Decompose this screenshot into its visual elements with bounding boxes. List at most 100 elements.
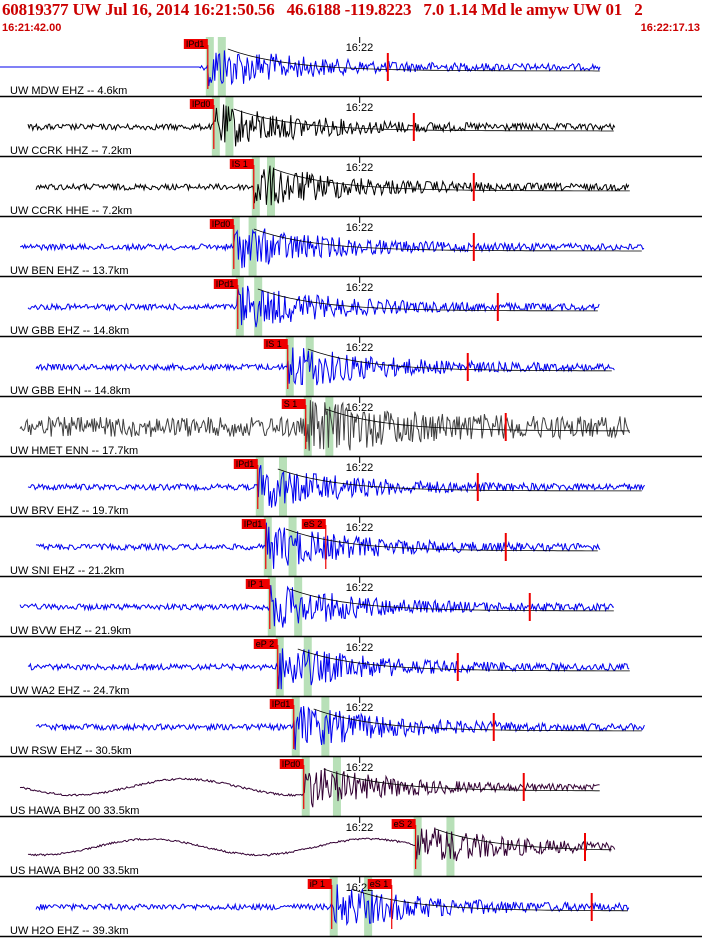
time-tick-label: 16:22 <box>346 42 374 54</box>
station-label: UW GBB EHZ -- 14.8km <box>10 325 129 337</box>
waveform-trace[interactable] <box>35 165 630 206</box>
pick-label: eP 2 <box>256 639 274 649</box>
extra-pick-label: eS 1 <box>370 879 389 889</box>
time-tick-label: 16:22 <box>346 702 374 714</box>
p-band <box>235 277 244 337</box>
time-tick-label: 16:22 <box>346 162 374 174</box>
pick-label: eS 2 <box>394 819 413 829</box>
s-band <box>364 877 373 937</box>
pick-label: IPd0 <box>212 219 231 229</box>
pick-flag[interactable] <box>209 219 234 229</box>
coda-curve <box>307 348 612 372</box>
pick-label: IPd1 <box>216 279 235 289</box>
waveform-trace[interactable] <box>27 827 616 862</box>
station-label: UW BRV EHZ -- 19.7km <box>10 505 128 517</box>
pick-label: IS 1 <box>232 159 248 169</box>
coda-curve <box>233 108 614 132</box>
coda-curve <box>227 48 600 72</box>
coda-curve <box>285 528 598 552</box>
s-band <box>288 517 297 577</box>
pick-flag[interactable] <box>229 159 254 169</box>
coda-curve <box>325 408 630 432</box>
s-band <box>294 577 303 637</box>
waveform-trace[interactable] <box>19 228 645 269</box>
seismogram-panel[interactable]: 16:22 IPd1 UW MDW EHZ -- 4.6km 16:22 IPd0 UW … <box>0 37 702 938</box>
event-title: 60819377 UW Jul 16, 2014 16:21:50.56 46.… <box>2 0 643 19</box>
s-band <box>321 697 330 757</box>
start-time-label: 16:21:42.00 <box>2 22 62 34</box>
waveform-trace[interactable] <box>35 347 615 386</box>
waveform-trace[interactable] <box>35 522 601 569</box>
p-band <box>329 877 338 937</box>
waveform-trace[interactable] <box>27 285 600 328</box>
station-label: US HAWA BH2 00 33.5km <box>10 865 139 877</box>
p-band <box>211 97 220 157</box>
pick-flag[interactable] <box>307 879 332 889</box>
coda-curve <box>273 168 630 192</box>
pick-flag[interactable] <box>241 519 266 529</box>
pick-flag[interactable] <box>233 459 258 469</box>
waveform-trace[interactable] <box>19 400 631 451</box>
coda-curve <box>289 588 614 612</box>
s-band <box>225 97 234 157</box>
pick-flag[interactable] <box>269 699 294 709</box>
waveform-trace[interactable] <box>27 648 630 690</box>
end-time-label: 16:22:17.13 <box>640 22 700 34</box>
coda-curve <box>435 828 612 851</box>
extra-pick-flag[interactable] <box>367 879 392 889</box>
pick-label: IS 1 <box>266 339 282 349</box>
waveform-trace[interactable] <box>27 104 616 147</box>
pick-flag[interactable] <box>263 339 288 349</box>
pick-flag[interactable] <box>281 399 306 409</box>
s-band <box>278 457 287 517</box>
station-label: UW H2O EHZ -- 39.3km <box>10 925 129 937</box>
waveform-trace[interactable] <box>19 767 600 808</box>
station-label: UW MDW EHZ -- 4.6km <box>10 85 127 97</box>
time-tick-label: 16:22 <box>346 822 374 834</box>
time-tick-label: 16:22 <box>346 222 374 234</box>
coda-curve <box>323 768 600 792</box>
station-label: UW BEN EHZ -- 13.7km <box>10 265 129 277</box>
waveform-trace[interactable] <box>35 884 630 927</box>
pick-flag[interactable] <box>279 759 304 769</box>
time-tick-label: 16:22 <box>346 522 374 534</box>
waveform-trace[interactable] <box>0 50 601 87</box>
waveform-trace[interactable] <box>19 585 614 628</box>
coda-curve <box>313 708 642 732</box>
station-label: UW CCRK HHZ -- 7.2km <box>10 145 132 157</box>
station-label: UW HMET ENN -- 17.7km <box>10 445 138 457</box>
extra-pick-label: eS 2 <box>304 519 323 529</box>
pick-label: IPd1 <box>244 519 263 529</box>
station-label: UW WA2 EHZ -- 24.7km <box>10 685 129 697</box>
pick-label: IPd1 <box>272 699 291 709</box>
pick-flag[interactable] <box>183 39 208 49</box>
time-tick-label: 16:22 <box>346 882 374 894</box>
pick-flag[interactable] <box>213 279 238 289</box>
s-band <box>303 637 312 697</box>
pick-label: S 1 <box>284 399 298 409</box>
s-band <box>217 37 226 97</box>
time-tick-label: 16:22 <box>346 342 374 354</box>
station-label: UW SNI EHZ -- 21.2km <box>10 565 124 577</box>
pick-label: IPd1 <box>186 39 205 49</box>
time-tick-label: 16:22 <box>346 462 374 474</box>
time-tick-label: 16:22 <box>346 402 374 414</box>
pick-flag[interactable] <box>391 819 416 829</box>
time-tick-label: 16:22 <box>346 582 374 594</box>
time-tick-label: 16:22 <box>346 102 374 114</box>
p-band <box>267 577 276 637</box>
pick-label: IP 1 <box>248 579 264 589</box>
pick-label: IPd0 <box>282 759 301 769</box>
station-label: UW RSW EHZ -- 30.5km <box>10 745 132 757</box>
coda-curve <box>257 288 598 312</box>
coda-curve <box>253 228 642 252</box>
waveform-trace[interactable] <box>27 465 646 508</box>
pick-flag[interactable] <box>189 99 214 109</box>
pick-flag[interactable] <box>253 639 278 649</box>
extra-pick-flag[interactable] <box>301 519 326 529</box>
waveform-trace[interactable] <box>35 706 645 750</box>
pick-label: IPd0 <box>192 99 211 109</box>
pick-flag[interactable] <box>245 579 270 589</box>
pick-label: IPd1 <box>236 459 255 469</box>
coda-curve <box>297 648 630 672</box>
